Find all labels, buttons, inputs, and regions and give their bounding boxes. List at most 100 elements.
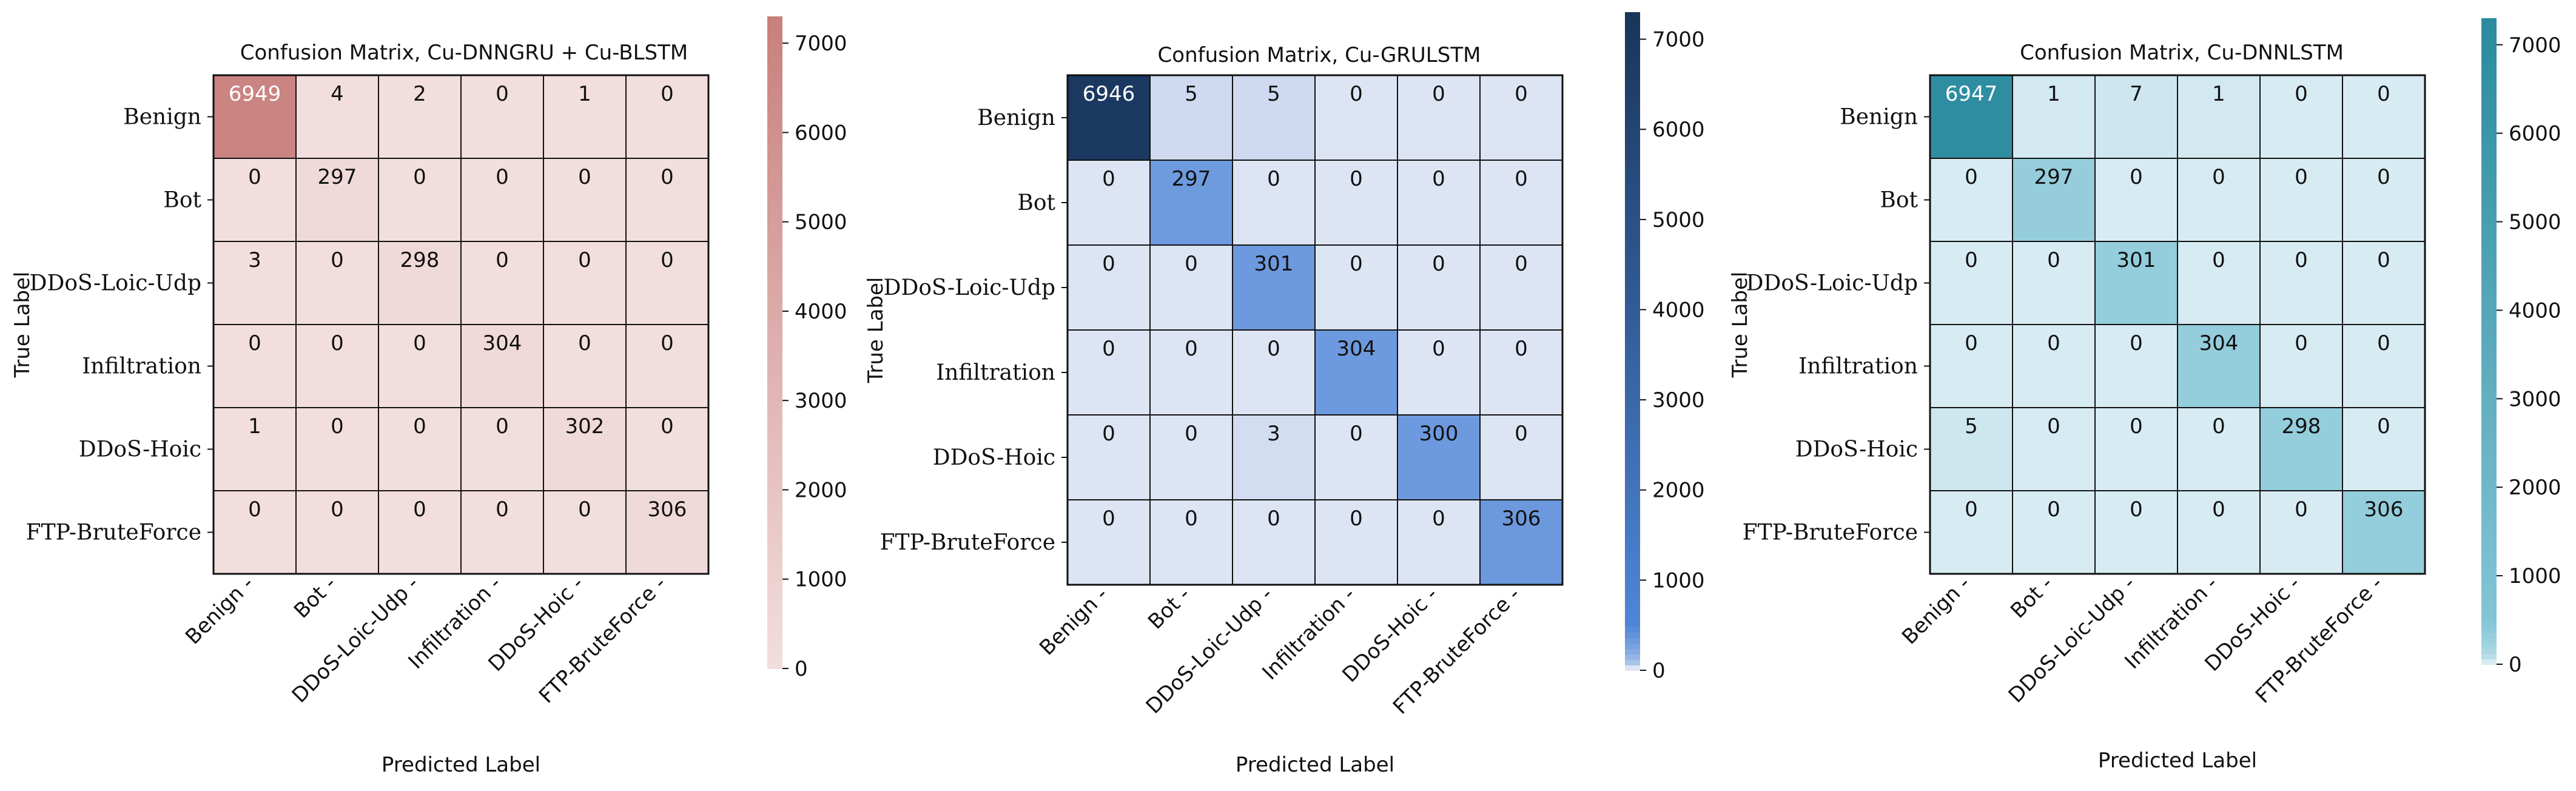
- colorbar-slice: [2481, 260, 2497, 267]
- heatmap-cell: [1479, 244, 1563, 331]
- colorbar-slice: [2481, 433, 2497, 439]
- cell-value-label: 0: [578, 331, 591, 355]
- heatmap-cell: [1067, 414, 1151, 500]
- colorbar-slice: [1625, 56, 1640, 62]
- colorbar-slice: [1625, 198, 1640, 205]
- colorbar-slice: [1625, 407, 1640, 414]
- colorbar-slice: [2481, 578, 2497, 584]
- colorbar-tick-label: 1000: [2509, 564, 2561, 588]
- colorbar-slice: [767, 239, 782, 246]
- colorbar-slice: [767, 43, 782, 50]
- colorbar-slice: [1625, 325, 1640, 331]
- heatmap-cell: [460, 75, 544, 159]
- colorbar-slice: [1625, 247, 1640, 254]
- colorbar-slice: [767, 663, 782, 669]
- cell-value-label: 0: [1515, 422, 1528, 446]
- colorbar-slice: [1625, 642, 1640, 649]
- cell-value-label: 5: [1965, 414, 1978, 439]
- cell-value-label: 0: [2212, 248, 2225, 272]
- colorbar-tick-label: 0: [1652, 659, 1666, 683]
- heatmap-cell: [625, 241, 709, 325]
- colorbar-slice: [2481, 244, 2497, 251]
- colorbar-slice: [2481, 281, 2497, 288]
- cell-value-label: 0: [2130, 331, 2143, 355]
- cell-value-label: 0: [331, 331, 344, 355]
- y-tick-label: Bot: [1880, 188, 1918, 213]
- heatmap-cell: [625, 158, 709, 242]
- cell-value-label: 6947: [1945, 82, 1998, 106]
- cell-value-label: 0: [1185, 422, 1198, 446]
- colorbar-slice: [1625, 511, 1640, 517]
- cell-value-label: 0: [248, 331, 261, 355]
- cell-value-label: 0: [1102, 507, 1115, 531]
- colorbar-slice: [1625, 269, 1640, 276]
- heatmap-cell: [2012, 490, 2096, 574]
- cell-value-label: 0: [1350, 507, 1363, 531]
- colorbar-tick-label: 2000: [795, 478, 847, 502]
- heatmap-cell: [2094, 324, 2178, 408]
- y-tick-label: Bot: [163, 188, 201, 213]
- heatmap-cell: [1149, 160, 1233, 246]
- cell-value-label: 297: [1172, 167, 1211, 191]
- heatmap-cell: [1479, 160, 1563, 246]
- cell-value-label: 3: [1267, 422, 1280, 446]
- colorbar-tick-label: 7000: [795, 32, 847, 56]
- colorbar-slice: [1625, 182, 1640, 189]
- cell-value-label: 0: [331, 497, 344, 522]
- colorbar-slice: [2481, 637, 2497, 644]
- colorbar-slice: [2481, 212, 2497, 218]
- cell-value-label: 0: [1432, 252, 1445, 276]
- colorbar-slice: [1625, 258, 1640, 265]
- cell-value-label: 0: [331, 414, 344, 439]
- colorbar-slice: [2481, 486, 2497, 493]
- colorbar-slice: [2481, 325, 2497, 331]
- colorbar-slice: [1625, 94, 1640, 101]
- colorbar-slice: [767, 412, 782, 419]
- colorbar-slice: [1625, 281, 1640, 288]
- colorbar-tick-label: 3000: [1652, 388, 1705, 412]
- cell-value-label: 3: [248, 248, 261, 272]
- colorbar-slice: [2481, 255, 2497, 261]
- colorbar-slice: [1625, 220, 1640, 227]
- heatmap-cell: [460, 324, 544, 408]
- colorbar-slice: [2481, 502, 2497, 509]
- colorbar-slice: [1625, 231, 1640, 238]
- colorbar-slice: [767, 456, 782, 463]
- heatmap-cell: [295, 241, 379, 325]
- colorbar-slice: [767, 554, 782, 560]
- colorbar-slice: [767, 608, 782, 615]
- colorbar-slice: [2481, 653, 2497, 660]
- cell-value-label: 0: [413, 414, 426, 439]
- cell-value-label: 0: [1102, 337, 1115, 361]
- colorbar-slice: [767, 250, 782, 257]
- colorbar-slice: [767, 505, 782, 512]
- colorbar-slice: [2481, 616, 2497, 622]
- cell-value-label: 0: [578, 248, 591, 272]
- cell-value-label: 0: [2377, 248, 2390, 272]
- colorbar-slice: [767, 614, 782, 621]
- chart-title: Confusion Matrix, Cu-DNNGRU + Cu-BLSTM: [240, 41, 688, 65]
- y-tick-label: DDoS-Hoic: [79, 437, 201, 462]
- colorbar-slice: [2481, 45, 2497, 52]
- y-tick-label: FTP-BruteForce: [26, 520, 201, 545]
- heatmap-cell: [1314, 244, 1398, 331]
- cell-value-label: 0: [496, 414, 509, 439]
- cell-value-label: 0: [2212, 165, 2225, 189]
- colorbar-slice: [767, 49, 782, 55]
- colorbar-slice: [1625, 445, 1640, 452]
- colorbar-tick-label: 6000: [1652, 118, 1705, 142]
- colorbar-slice: [2481, 524, 2497, 531]
- colorbar-slice: [767, 587, 782, 593]
- y-tick-label: DDoS-Loic-Udp: [1746, 271, 1918, 296]
- heatmap-cell: [1314, 75, 1398, 161]
- cell-value-label: 0: [2047, 248, 2060, 272]
- colorbar-slice: [1625, 18, 1640, 24]
- colorbar-slice: [2481, 228, 2497, 234]
- colorbar-slice: [1625, 29, 1640, 35]
- colorbar-slice: [767, 282, 782, 289]
- colorbar-slice: [2481, 659, 2497, 665]
- colorbar-slice: [2481, 292, 2497, 299]
- colorbar-slice: [767, 652, 782, 659]
- colorbar-slice: [2481, 335, 2497, 342]
